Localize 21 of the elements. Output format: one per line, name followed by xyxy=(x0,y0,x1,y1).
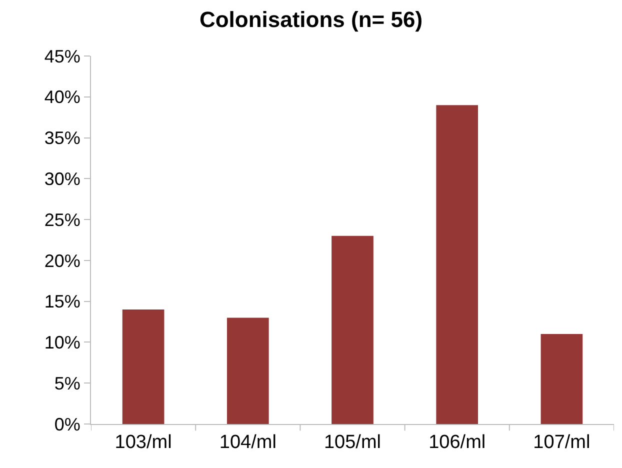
bar xyxy=(540,334,583,424)
y-tick-label: 30% xyxy=(44,168,80,189)
y-tick-label: 5% xyxy=(54,373,80,394)
bar xyxy=(122,310,164,424)
y-tick-label: 10% xyxy=(44,332,80,353)
y-tick-label: 15% xyxy=(44,292,80,312)
y-tick-label: 20% xyxy=(44,250,80,271)
bar xyxy=(436,105,478,424)
chart-title: Colonisations (n= 56) xyxy=(199,7,423,32)
x-tick-label: 105/ml xyxy=(324,432,382,453)
y-tick-label: 35% xyxy=(44,128,80,148)
y-tick-label: 0% xyxy=(54,414,80,434)
y-tick-label: 40% xyxy=(44,87,80,108)
x-tick-label: 107/ml xyxy=(533,432,590,453)
bar xyxy=(332,236,374,424)
x-tick-label: 104/ml xyxy=(219,432,276,453)
bar xyxy=(226,318,269,424)
x-tick-label: 103/ml xyxy=(114,432,172,453)
x-tick-label: 106/ml xyxy=(428,432,486,453)
y-tick-label: 45% xyxy=(44,46,80,66)
y-tick-label: 25% xyxy=(44,210,80,230)
